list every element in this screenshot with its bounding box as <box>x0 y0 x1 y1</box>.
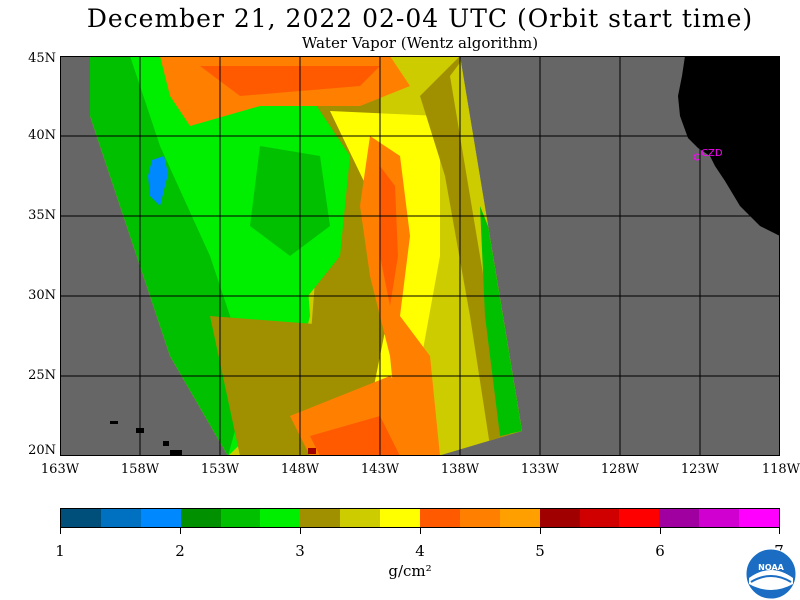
colorbar-swatch <box>140 509 181 527</box>
colorbar-tick <box>540 528 541 534</box>
colorbar-label-1: 1 <box>55 542 65 560</box>
colorbar-swatch <box>61 509 101 527</box>
lat-lon-grid <box>60 56 780 456</box>
colorbar-swatch <box>380 509 421 527</box>
noaa-logo: NOAA <box>745 548 797 600</box>
water-vapor-map: CZD <box>60 56 780 456</box>
station-label: CZD <box>701 148 723 159</box>
colorbar-swatch <box>260 509 301 527</box>
lat-label-30n: 30N <box>28 288 56 303</box>
lon-label-153w: 153W <box>200 462 240 477</box>
lon-label-128w: 128W <box>600 462 640 477</box>
colorbar-swatch <box>459 509 500 527</box>
colorbar-swatch <box>539 509 580 527</box>
colorbar-label-4: 4 <box>415 542 425 560</box>
colorbar-swatch <box>220 509 261 527</box>
colorbar-swatch <box>739 509 780 527</box>
colorbar-label-2: 2 <box>175 542 185 560</box>
map-subtitle: Water Vapor (Wentz algorithm) <box>301 34 539 52</box>
svg-text:NOAA: NOAA <box>758 563 784 572</box>
colorbar <box>60 508 780 528</box>
lon-label-123w: 123W <box>680 462 720 477</box>
lon-label-163w: 163W <box>40 462 80 477</box>
colorbar-label-3: 3 <box>295 542 305 560</box>
colorbar-swatch <box>619 509 660 527</box>
colorbar-swatch <box>300 509 341 527</box>
lat-label-25n: 25N <box>28 368 56 383</box>
colorbar-tick <box>300 528 301 534</box>
colorbar-tick <box>180 528 181 534</box>
colorbar-swatch <box>340 509 381 527</box>
colorbar-swatch <box>499 509 540 527</box>
colorbar-tick <box>420 528 421 534</box>
lon-label-148w: 148W <box>280 462 320 477</box>
colorbar-tick <box>779 528 780 534</box>
lat-label-40n: 40N <box>28 128 56 143</box>
california-landmass <box>678 56 780 236</box>
colorbar-swatch <box>420 509 460 527</box>
colorbar-tick <box>60 528 61 534</box>
map-title: December 21, 2022 02-04 UTC (Orbit start… <box>86 4 754 33</box>
lon-label-118w: 118W <box>761 462 800 477</box>
lat-label-45n: 45N <box>28 51 56 66</box>
colorbar-swatch <box>659 509 700 527</box>
lon-label-158w: 158W <box>120 462 160 477</box>
lon-label-143w: 143W <box>360 462 400 477</box>
colorbar-swatch <box>699 509 740 527</box>
colorbar-units: g/cm² <box>388 562 432 580</box>
lon-label-138w: 138W <box>440 462 480 477</box>
colorbar-label-6: 6 <box>655 542 665 560</box>
lon-label-133w: 133W <box>520 462 560 477</box>
colorbar-swatch <box>579 509 620 527</box>
satellite-swath <box>90 56 522 456</box>
colorbar-tick <box>660 528 661 534</box>
colorbar-label-5: 5 <box>535 542 545 560</box>
lat-label-35n: 35N <box>28 208 56 223</box>
lat-label-20n: 20N <box>28 443 56 458</box>
colorbar-swatch <box>100 509 141 527</box>
map-border <box>60 56 780 456</box>
colorbar-swatch <box>180 509 221 527</box>
